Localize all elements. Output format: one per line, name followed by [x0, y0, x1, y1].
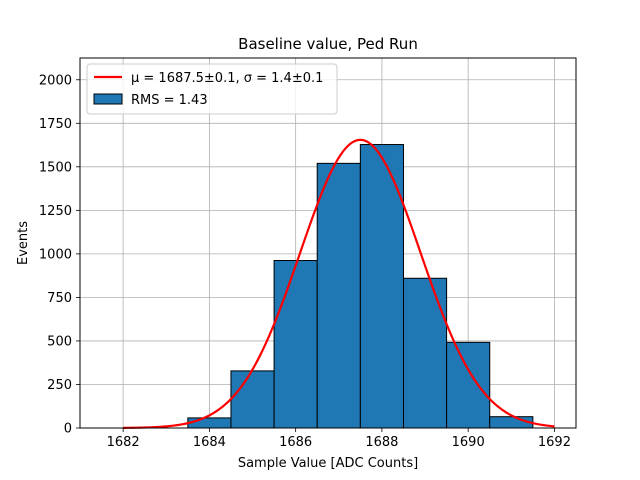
x-tick-label: 1682 — [107, 435, 140, 450]
fit-curve-group — [123, 138, 555, 429]
plot-frame — [79, 57, 577, 429]
x-tick-label: 1684 — [193, 435, 226, 450]
fit-curve — [123, 138, 555, 429]
legend-fit-label: μ = 1687.5±0.1, σ = 1.4±0.1 — [131, 71, 323, 86]
y-tick-label: 1500 — [39, 160, 72, 175]
chart-title: Baseline value, Ped Run — [238, 35, 418, 53]
histogram-bar — [273, 259, 318, 429]
histogram-bar — [230, 370, 275, 429]
y-axis-label: Events — [16, 221, 31, 265]
y-tick-label: 1000 — [39, 247, 72, 262]
x-axis-label: Sample Value [ADC Counts] — [238, 456, 418, 471]
histogram-bar — [187, 417, 232, 429]
y-tick-label: 500 — [47, 334, 72, 349]
y-tick-label: 750 — [47, 291, 72, 306]
y-tick-label: 1250 — [39, 204, 72, 219]
y-tick-label: 2000 — [39, 73, 72, 88]
histogram-bar — [402, 277, 448, 429]
y-tick-label: 0 — [64, 422, 72, 437]
x-tick-label: 1692 — [538, 435, 571, 450]
y-axis-ticks: 0 250 500 750 1000 1250 1500 1750 2000 — [39, 73, 80, 437]
y-tick-label: 1750 — [39, 117, 72, 132]
legend: μ = 1687.5±0.1, σ = 1.4±0.1 RMS = 1.43 — [86, 63, 338, 115]
x-tick-label: 1690 — [452, 435, 485, 450]
legend-histogram-label: RMS = 1.43 — [131, 93, 208, 108]
y-tick-label: 250 — [47, 378, 72, 393]
x-axis-ticks: 1682 1684 1686 1688 1690 1692 — [107, 428, 571, 450]
histogram-bar — [316, 162, 361, 429]
legend-histogram-swatch — [93, 93, 123, 105]
x-tick-label: 1686 — [279, 435, 312, 450]
legend-box — [86, 63, 338, 115]
x-tick-label: 1688 — [365, 435, 398, 450]
histogram-bar — [446, 341, 491, 429]
histogram-bar — [359, 144, 404, 429]
